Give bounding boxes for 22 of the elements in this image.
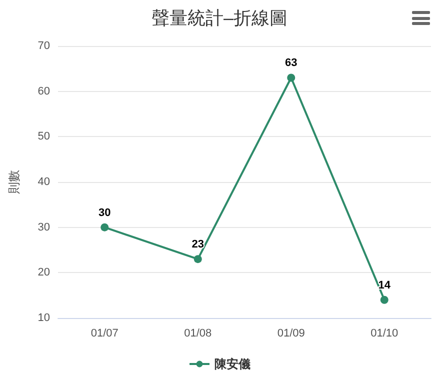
y-tick-label: 30 (38, 221, 50, 234)
point (380, 296, 388, 304)
x-tick-label: 01/09 (277, 328, 305, 340)
x-tick-label: 01/10 (370, 328, 398, 340)
x-tick-label: 01/07 (90, 328, 118, 340)
point (287, 74, 296, 82)
y-tick-label: 40 (38, 176, 50, 188)
point (194, 255, 202, 264)
y-axis-title: 則數 (7, 170, 21, 194)
point (100, 223, 109, 232)
y-tick-label: 50 (38, 130, 50, 143)
data-label: 23 (192, 238, 204, 251)
y-tick-label: 70 (38, 40, 50, 52)
y-tick-label: 20 (38, 266, 50, 279)
data-label: 63 (285, 57, 298, 70)
y-tick-label: 60 (38, 85, 50, 98)
y-tick-label: 10 (38, 312, 50, 324)
x-tick-label: 01/08 (184, 328, 212, 340)
data-label: 30 (98, 206, 111, 219)
data-label: 14 (378, 279, 392, 292)
chart-title: 聲量統計–折線圖 (151, 8, 288, 28)
legend-label: 陳安儀 (214, 357, 250, 371)
